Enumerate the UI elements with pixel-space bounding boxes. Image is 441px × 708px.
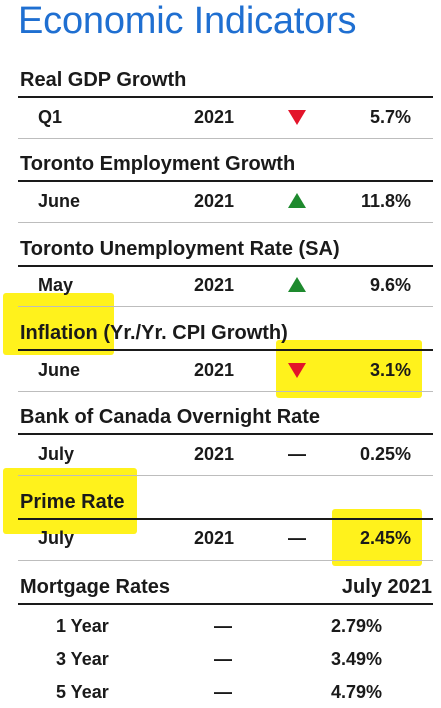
section-rule — [18, 96, 433, 98]
trend-down-icon — [286, 360, 308, 383]
mortgage-term: 5 Year — [56, 682, 109, 702]
mortgage-header: Mortgage Rates July 2021 — [20, 576, 432, 599]
divider — [18, 391, 433, 392]
value: 5.7% — [369, 107, 411, 127]
trend-up-icon — [286, 275, 308, 297]
indicator-row: June 2021 3.1% — [0, 360, 441, 384]
trend-up-icon — [286, 191, 308, 213]
period: July — [38, 444, 75, 464]
value: 0.25% — [359, 444, 411, 464]
highlight-mark — [3, 293, 114, 355]
mortgage-term: 1 Year — [56, 616, 109, 636]
divider — [18, 222, 433, 223]
dash-icon: — — [214, 616, 232, 636]
section-rule — [18, 349, 433, 351]
section-title: Real GDP Growth — [20, 69, 187, 91]
mortgage-title: Mortgage Rates — [20, 576, 171, 598]
indicator-row: July 2021 — 0.25% — [0, 444, 441, 468]
year: 2021 — [194, 444, 235, 464]
dash-icon: — — [288, 444, 306, 464]
value: 9.6% — [369, 275, 411, 295]
period: July — [38, 528, 75, 548]
section-rule — [18, 518, 433, 520]
dash-icon: — — [214, 649, 232, 669]
indicator-row: May 2021 9.6% — [0, 275, 441, 299]
indicator-row: July 2021 — 2.45% — [0, 528, 441, 552]
year: 2021 — [194, 191, 235, 211]
highlight-mark — [3, 468, 137, 534]
section-title: Toronto Unemployment Rate (SA) — [20, 238, 340, 260]
section-rule — [18, 603, 433, 605]
indicator-row: Q1 2021 5.7% — [0, 107, 441, 131]
divider — [18, 560, 433, 561]
trend-down-icon — [286, 107, 308, 130]
divider — [18, 306, 433, 307]
mortgage-rate: 2.79% — [331, 616, 383, 636]
year: 2021 — [194, 107, 235, 127]
year: 2021 — [194, 275, 235, 295]
section-rule — [18, 265, 433, 267]
indicator-row: June 2021 11.8% — [0, 191, 441, 215]
period: May — [38, 275, 74, 295]
page-title: Economic Indicators — [18, 0, 357, 42]
dash-icon: — — [214, 682, 232, 702]
section-title-main: Inflation — [20, 322, 98, 344]
divider — [18, 475, 433, 476]
year: 2021 — [194, 360, 235, 380]
period: June — [38, 191, 81, 211]
mortgage-rate: 4.79% — [331, 682, 383, 702]
divider — [18, 138, 433, 139]
section-title-rest: (Yr./Yr. CPI Growth) — [97, 322, 288, 344]
mortgage-date: July 2021 — [341, 576, 432, 598]
section-title: Bank of Canada Overnight Rate — [20, 406, 321, 428]
value: 2.45% — [359, 528, 411, 548]
period: Q1 — [38, 107, 63, 127]
period: June — [38, 360, 81, 380]
year: 2021 — [194, 528, 235, 548]
dash-icon: — — [288, 528, 306, 548]
mortgage-rate: 3.49% — [331, 649, 383, 669]
section-title: Toronto Employment Growth — [20, 153, 296, 175]
section-title: Prime Rate — [20, 491, 125, 513]
mortgage-term: 3 Year — [56, 649, 109, 669]
section-title: Inflation (Yr./Yr. CPI Growth) — [20, 322, 288, 345]
section-rule — [18, 433, 433, 435]
value: 11.8% — [360, 191, 411, 211]
value: 3.1% — [369, 360, 411, 380]
section-rule — [18, 180, 433, 182]
